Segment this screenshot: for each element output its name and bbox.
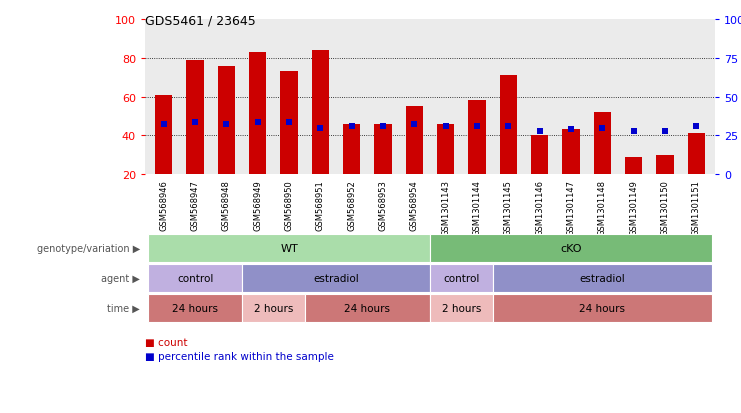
Text: agent ▶: agent ▶ <box>101 273 140 283</box>
Text: 24 hours: 24 hours <box>579 303 625 313</box>
Text: 2 hours: 2 hours <box>253 303 293 313</box>
Bar <box>688 134 705 175</box>
Text: GDS5461 / 23645: GDS5461 / 23645 <box>145 15 256 28</box>
Bar <box>249 53 266 175</box>
Text: 24 hours: 24 hours <box>345 303 391 313</box>
Bar <box>187 61 204 175</box>
Bar <box>562 130 579 175</box>
Bar <box>499 76 517 175</box>
Text: estradiol: estradiol <box>579 273 625 283</box>
Bar <box>531 136 548 175</box>
Text: ■ count: ■ count <box>145 337 187 347</box>
Bar <box>468 101 485 175</box>
Bar <box>406 107 423 175</box>
Text: control: control <box>443 273 479 283</box>
Text: 2 hours: 2 hours <box>442 303 481 313</box>
Text: time ▶: time ▶ <box>107 303 140 313</box>
Bar <box>280 72 298 175</box>
Text: control: control <box>177 273 213 283</box>
Text: ■ percentile rank within the sample: ■ percentile rank within the sample <box>145 351 334 361</box>
Text: estradiol: estradiol <box>313 273 359 283</box>
Bar <box>155 95 173 175</box>
Bar <box>594 113 611 175</box>
Bar <box>657 155 674 175</box>
Text: cKO: cKO <box>560 243 582 254</box>
Bar <box>218 66 235 175</box>
Text: WT: WT <box>280 243 298 254</box>
Text: genotype/variation ▶: genotype/variation ▶ <box>37 243 140 254</box>
Bar <box>312 51 329 175</box>
Text: 24 hours: 24 hours <box>172 303 218 313</box>
Bar <box>343 124 360 175</box>
Bar <box>374 124 392 175</box>
Bar <box>625 157 642 175</box>
Bar <box>437 124 454 175</box>
